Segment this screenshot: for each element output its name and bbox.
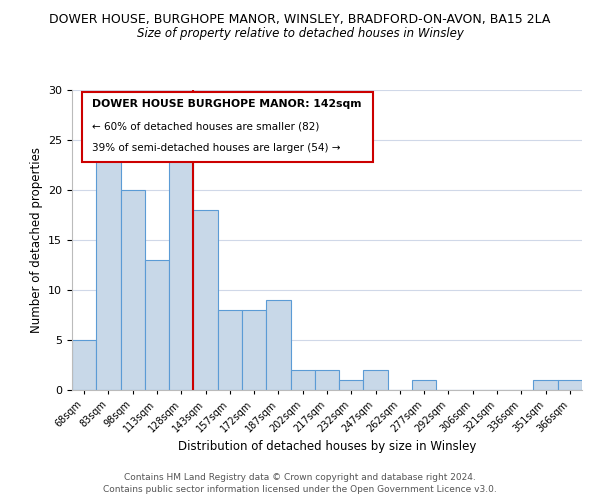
Text: Size of property relative to detached houses in Winsley: Size of property relative to detached ho… — [137, 28, 463, 40]
Bar — [72, 340, 96, 390]
Y-axis label: Number of detached properties: Number of detached properties — [29, 147, 43, 333]
Text: Contains public sector information licensed under the Open Government Licence v3: Contains public sector information licen… — [103, 485, 497, 494]
Text: Contains HM Land Registry data © Crown copyright and database right 2024.: Contains HM Land Registry data © Crown c… — [124, 472, 476, 482]
Bar — [193, 210, 218, 390]
Bar — [169, 160, 193, 390]
Bar — [315, 370, 339, 390]
Bar — [145, 260, 169, 390]
Bar — [558, 380, 582, 390]
X-axis label: Distribution of detached houses by size in Winsley: Distribution of detached houses by size … — [178, 440, 476, 452]
Bar — [218, 310, 242, 390]
Bar — [242, 310, 266, 390]
Bar — [339, 380, 364, 390]
Bar — [533, 380, 558, 390]
Text: 39% of semi-detached houses are larger (54) →: 39% of semi-detached houses are larger (… — [92, 143, 341, 153]
Bar — [96, 140, 121, 390]
Bar — [364, 370, 388, 390]
Bar — [290, 370, 315, 390]
Bar — [412, 380, 436, 390]
Bar — [121, 190, 145, 390]
Text: DOWER HOUSE BURGHOPE MANOR: 142sqm: DOWER HOUSE BURGHOPE MANOR: 142sqm — [92, 99, 362, 109]
Text: ← 60% of detached houses are smaller (82): ← 60% of detached houses are smaller (82… — [92, 121, 320, 131]
FancyBboxPatch shape — [82, 92, 373, 162]
Text: DOWER HOUSE, BURGHOPE MANOR, WINSLEY, BRADFORD-ON-AVON, BA15 2LA: DOWER HOUSE, BURGHOPE MANOR, WINSLEY, BR… — [49, 12, 551, 26]
Bar — [266, 300, 290, 390]
